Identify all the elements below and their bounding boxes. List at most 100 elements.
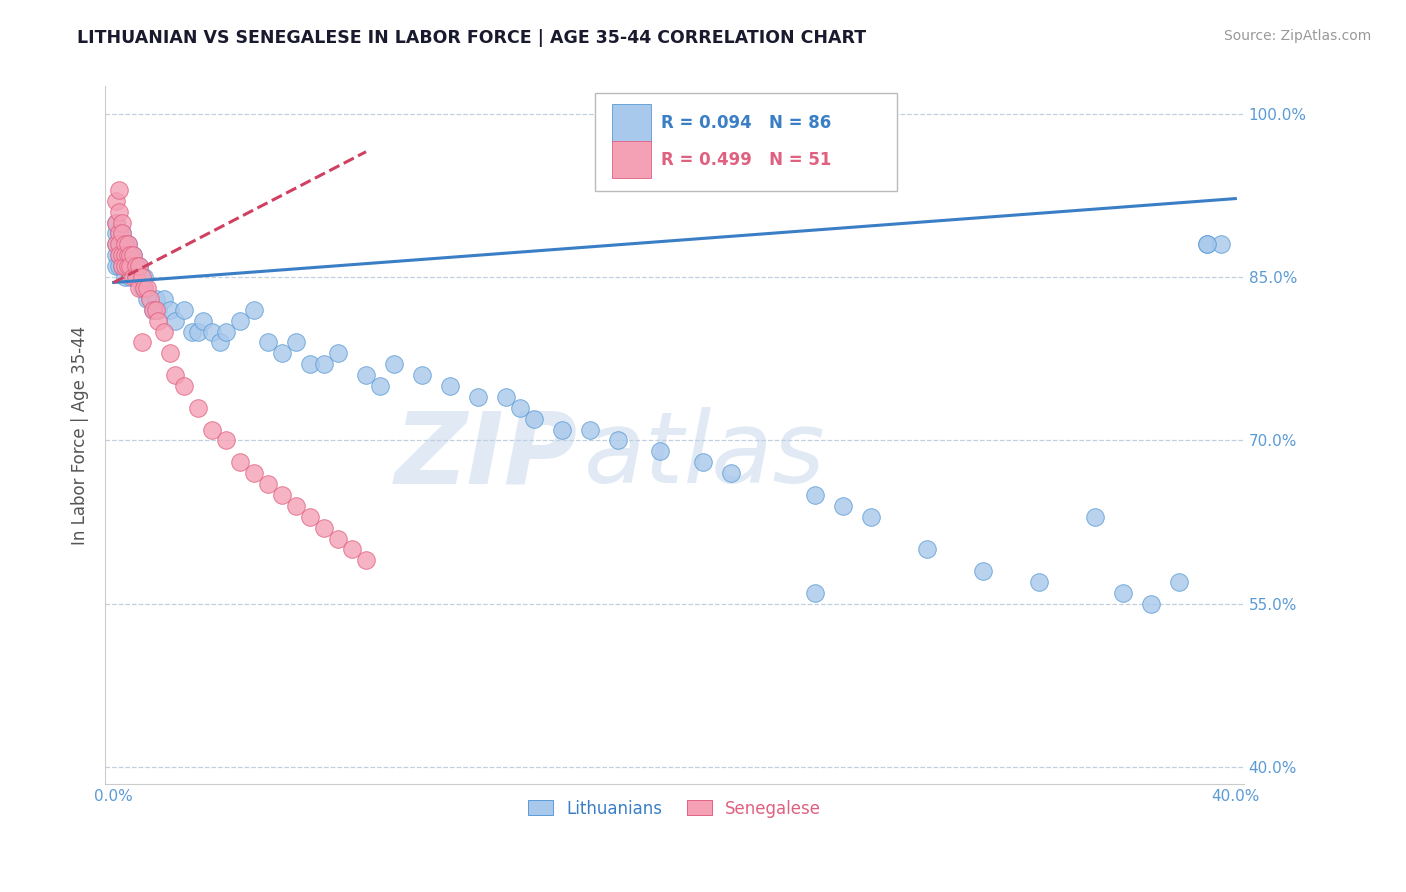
- Point: [108, 237, 131, 252]
- Point: [509, 401, 531, 415]
- Point: [173, 302, 195, 317]
- Point: [650, 444, 672, 458]
- Point: [128, 259, 150, 273]
- Point: [382, 357, 405, 371]
- Point: [120, 270, 142, 285]
- Point: [159, 302, 181, 317]
- Point: [108, 237, 131, 252]
- Point: [326, 346, 349, 360]
- Text: ZIP: ZIP: [395, 408, 578, 505]
- Point: [125, 270, 148, 285]
- Point: [1140, 597, 1163, 611]
- Point: [439, 379, 461, 393]
- Point: [108, 248, 131, 262]
- Point: [111, 259, 134, 273]
- Point: [117, 237, 139, 252]
- Point: [257, 477, 280, 491]
- Point: [108, 259, 131, 273]
- Point: [972, 564, 994, 578]
- Point: [114, 259, 136, 273]
- Point: [145, 292, 167, 306]
- Point: [354, 368, 377, 383]
- Point: [117, 248, 139, 262]
- Point: [105, 216, 128, 230]
- Point: [1028, 575, 1050, 590]
- Point: [120, 248, 142, 262]
- Point: [111, 227, 134, 241]
- Point: [257, 335, 280, 350]
- Point: [215, 325, 238, 339]
- Point: [117, 259, 139, 273]
- Point: [114, 270, 136, 285]
- Point: [134, 281, 156, 295]
- Point: [354, 553, 377, 567]
- Point: [523, 411, 546, 425]
- Point: [270, 488, 292, 502]
- Point: [579, 423, 602, 437]
- Point: [229, 455, 252, 469]
- Text: R = 0.094   N = 86: R = 0.094 N = 86: [661, 114, 831, 132]
- Point: [108, 237, 131, 252]
- Point: [122, 248, 145, 262]
- Point: [1168, 575, 1191, 590]
- Point: [1197, 237, 1219, 252]
- Point: [134, 270, 156, 285]
- Point: [145, 302, 167, 317]
- Point: [125, 270, 148, 285]
- Point: [114, 259, 136, 273]
- Point: [105, 216, 128, 230]
- Point: [209, 335, 232, 350]
- Point: [1112, 586, 1135, 600]
- Point: [467, 390, 489, 404]
- FancyBboxPatch shape: [595, 94, 897, 191]
- Point: [105, 248, 128, 262]
- Point: [148, 302, 170, 317]
- Point: [284, 499, 307, 513]
- Point: [105, 259, 128, 273]
- Point: [108, 204, 131, 219]
- Point: [108, 227, 131, 241]
- Point: [105, 237, 128, 252]
- Point: [193, 313, 215, 327]
- Point: [312, 357, 335, 371]
- Point: [551, 423, 574, 437]
- Point: [142, 302, 165, 317]
- Point: [122, 259, 145, 273]
- Point: [111, 237, 134, 252]
- Point: [803, 488, 825, 502]
- Point: [131, 281, 153, 295]
- Point: [1197, 237, 1219, 252]
- Point: [122, 248, 145, 262]
- Point: [187, 401, 209, 415]
- Point: [114, 248, 136, 262]
- FancyBboxPatch shape: [612, 141, 651, 178]
- Point: [131, 270, 153, 285]
- Point: [298, 509, 321, 524]
- Point: [128, 259, 150, 273]
- Point: [108, 248, 131, 262]
- Point: [111, 248, 134, 262]
- Point: [111, 227, 134, 241]
- Point: [215, 434, 238, 448]
- Point: [201, 325, 224, 339]
- Point: [270, 346, 292, 360]
- Point: [803, 586, 825, 600]
- Point: [284, 335, 307, 350]
- FancyBboxPatch shape: [612, 104, 651, 142]
- Point: [326, 532, 349, 546]
- Point: [831, 499, 853, 513]
- Point: [142, 302, 165, 317]
- Point: [229, 313, 252, 327]
- Point: [120, 259, 142, 273]
- Point: [136, 281, 159, 295]
- Point: [117, 259, 139, 273]
- Point: [1211, 237, 1233, 252]
- Point: [136, 292, 159, 306]
- Point: [153, 292, 176, 306]
- Point: [495, 390, 517, 404]
- Point: [139, 292, 162, 306]
- Point: [128, 270, 150, 285]
- Text: Source: ZipAtlas.com: Source: ZipAtlas.com: [1223, 29, 1371, 43]
- Point: [108, 227, 131, 241]
- Point: [125, 259, 148, 273]
